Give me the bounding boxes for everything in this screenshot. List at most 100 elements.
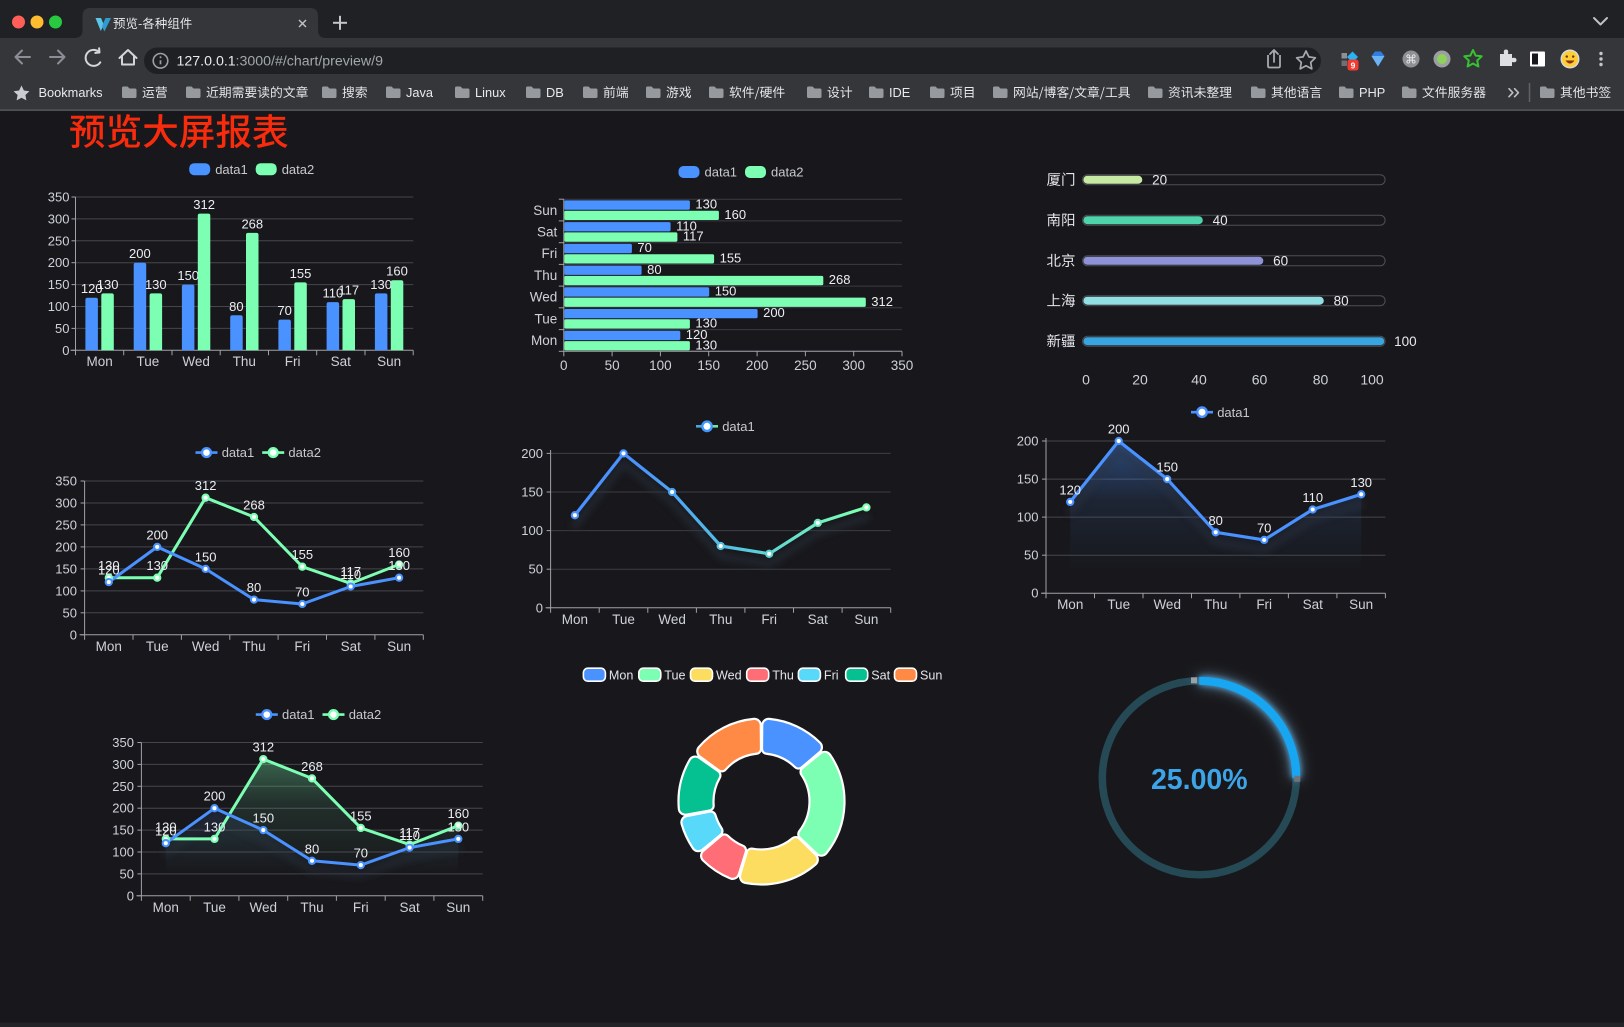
svg-text:Tue: Tue — [137, 354, 160, 369]
svg-text:155: 155 — [291, 547, 313, 562]
svg-text:250: 250 — [794, 358, 817, 373]
svg-text:60: 60 — [1273, 254, 1288, 269]
svg-text:9: 9 — [1351, 60, 1356, 70]
svg-text:150: 150 — [55, 561, 77, 576]
svg-text:data1: data1 — [282, 707, 315, 722]
svg-text:50: 50 — [120, 866, 134, 881]
svg-text:Bookmarks: Bookmarks — [39, 85, 103, 100]
svg-text:Wed: Wed — [530, 290, 558, 305]
svg-text:20: 20 — [1152, 173, 1167, 188]
svg-text:Linux: Linux — [475, 85, 506, 100]
svg-text:data1: data1 — [722, 419, 755, 434]
svg-text:Sat: Sat — [331, 354, 352, 369]
svg-text:0: 0 — [560, 358, 568, 373]
svg-text:0: 0 — [70, 627, 77, 642]
svg-text:data2: data2 — [349, 707, 382, 722]
svg-text:70: 70 — [637, 240, 651, 255]
svg-text:250: 250 — [48, 233, 70, 248]
svg-text:25.00%: 25.00% — [1151, 764, 1248, 796]
svg-text:Sun: Sun — [854, 612, 878, 627]
svg-text:127.0.0.1: 127.0.0.1 — [177, 54, 236, 70]
svg-text:40: 40 — [1213, 213, 1228, 228]
svg-text:100: 100 — [55, 583, 77, 598]
svg-text:300: 300 — [55, 496, 77, 511]
svg-text:0: 0 — [62, 343, 69, 358]
svg-text:Wed: Wed — [192, 639, 220, 654]
svg-text:50: 50 — [63, 605, 77, 620]
svg-text:data2: data2 — [771, 165, 804, 180]
svg-text::3000/#/chart/preview/9: :3000/#/chart/preview/9 — [236, 54, 384, 70]
svg-text:Thu: Thu — [709, 612, 732, 627]
svg-text:data2: data2 — [288, 445, 321, 460]
svg-text:120: 120 — [98, 563, 120, 578]
svg-text:250: 250 — [55, 517, 77, 532]
svg-text:160: 160 — [724, 207, 746, 222]
svg-text:Sat: Sat — [341, 639, 362, 654]
svg-text:130: 130 — [695, 316, 717, 331]
svg-text:data1: data1 — [1217, 405, 1250, 420]
svg-text:150: 150 — [715, 284, 737, 299]
svg-text:Wed: Wed — [716, 668, 742, 682]
svg-text:70: 70 — [277, 303, 291, 318]
svg-text:155: 155 — [290, 266, 312, 281]
svg-text:150: 150 — [521, 485, 543, 500]
svg-text:200: 200 — [746, 358, 769, 373]
svg-text:350: 350 — [48, 190, 70, 205]
svg-text:Fri: Fri — [761, 612, 777, 627]
svg-text:100: 100 — [48, 299, 70, 314]
svg-text:Sun: Sun — [920, 668, 942, 682]
svg-text:117: 117 — [683, 229, 704, 244]
svg-text:110: 110 — [1302, 490, 1323, 505]
svg-text:110: 110 — [676, 218, 697, 233]
svg-text:150: 150 — [112, 823, 134, 838]
svg-text:80: 80 — [1334, 294, 1349, 309]
svg-text:Wed: Wed — [1153, 597, 1181, 612]
svg-text:Mon: Mon — [562, 612, 588, 627]
svg-text:110: 110 — [323, 286, 344, 301]
svg-text:80: 80 — [1208, 513, 1222, 528]
svg-text:80: 80 — [1313, 372, 1329, 388]
svg-text:Tue: Tue — [203, 900, 226, 915]
svg-text:300: 300 — [48, 211, 70, 226]
svg-text:Thu: Thu — [233, 354, 256, 369]
svg-text:350: 350 — [112, 735, 134, 750]
svg-text:130: 130 — [97, 277, 119, 292]
svg-text:Tue: Tue — [535, 311, 558, 326]
svg-text:160: 160 — [388, 545, 410, 560]
svg-text:130: 130 — [447, 819, 469, 834]
svg-text:130: 130 — [695, 337, 717, 352]
svg-text:70: 70 — [1257, 520, 1271, 535]
svg-text:200: 200 — [129, 246, 151, 261]
svg-text:120: 120 — [1059, 482, 1081, 497]
svg-text:100: 100 — [1017, 510, 1039, 525]
svg-text:50: 50 — [605, 358, 620, 373]
svg-text:⌘: ⌘ — [1405, 52, 1417, 66]
svg-text:200: 200 — [763, 305, 785, 320]
svg-text:Tue: Tue — [1107, 597, 1130, 612]
svg-text:250: 250 — [112, 779, 134, 794]
svg-text:Sat: Sat — [871, 668, 890, 682]
svg-text:117: 117 — [340, 564, 361, 579]
svg-text:Sat: Sat — [537, 225, 558, 240]
svg-text:268: 268 — [243, 498, 265, 513]
svg-text:130: 130 — [204, 819, 226, 834]
svg-text:100: 100 — [1394, 334, 1417, 349]
svg-text:200: 200 — [146, 527, 168, 542]
svg-text:150: 150 — [177, 268, 199, 283]
svg-text:110: 110 — [399, 828, 420, 843]
svg-text:Wed: Wed — [250, 900, 278, 915]
svg-text:60: 60 — [1252, 372, 1268, 388]
svg-text:300: 300 — [842, 358, 865, 373]
svg-text:Sun: Sun — [533, 203, 557, 218]
svg-text:150: 150 — [195, 549, 217, 564]
svg-text:200: 200 — [1108, 422, 1130, 437]
svg-text:130: 130 — [146, 558, 168, 573]
svg-text:350: 350 — [891, 358, 914, 373]
svg-text:data1: data1 — [705, 165, 738, 180]
svg-text:117: 117 — [338, 283, 359, 298]
svg-text:268: 268 — [301, 759, 323, 774]
svg-text:120: 120 — [155, 824, 177, 839]
svg-text:Mon: Mon — [96, 639, 122, 654]
svg-text:80: 80 — [647, 262, 661, 277]
svg-text:Thu: Thu — [300, 900, 323, 915]
